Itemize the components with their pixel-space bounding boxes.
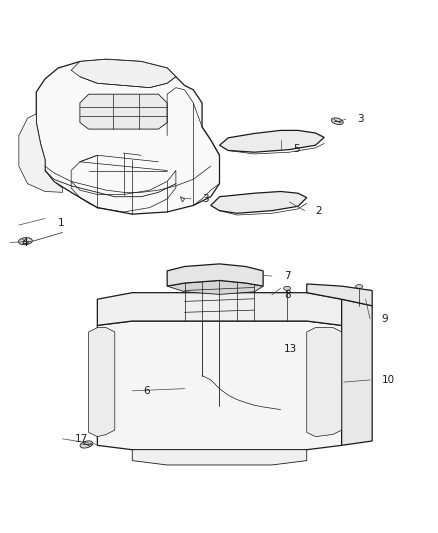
Polygon shape xyxy=(341,299,371,446)
Polygon shape xyxy=(219,131,323,152)
Text: 1: 1 xyxy=(58,218,64,228)
Ellipse shape xyxy=(18,238,32,245)
Polygon shape xyxy=(306,284,371,306)
Ellipse shape xyxy=(80,441,92,448)
Polygon shape xyxy=(97,321,341,450)
Polygon shape xyxy=(88,328,115,437)
Text: 5: 5 xyxy=(292,144,299,154)
Polygon shape xyxy=(167,280,262,294)
Polygon shape xyxy=(97,293,341,325)
Text: 9: 9 xyxy=(381,314,388,324)
Text: 6: 6 xyxy=(143,386,149,396)
Ellipse shape xyxy=(331,118,343,125)
Polygon shape xyxy=(19,114,62,192)
Text: 4: 4 xyxy=(22,238,28,247)
Text: 8: 8 xyxy=(283,290,290,300)
Ellipse shape xyxy=(275,407,285,414)
Polygon shape xyxy=(167,264,262,286)
Text: 7: 7 xyxy=(283,271,290,281)
Polygon shape xyxy=(210,191,306,213)
Text: 3: 3 xyxy=(201,194,208,204)
Ellipse shape xyxy=(283,286,290,290)
Polygon shape xyxy=(36,59,219,214)
Ellipse shape xyxy=(184,272,245,284)
Polygon shape xyxy=(80,94,167,129)
Text: 17: 17 xyxy=(74,434,88,444)
Text: 3: 3 xyxy=(356,114,363,124)
Ellipse shape xyxy=(178,196,186,200)
Polygon shape xyxy=(71,59,176,87)
Polygon shape xyxy=(306,328,341,437)
Text: 2: 2 xyxy=(315,206,321,216)
Polygon shape xyxy=(132,450,306,465)
Text: 13: 13 xyxy=(283,344,297,354)
Ellipse shape xyxy=(355,285,362,288)
Text: 10: 10 xyxy=(381,375,394,385)
